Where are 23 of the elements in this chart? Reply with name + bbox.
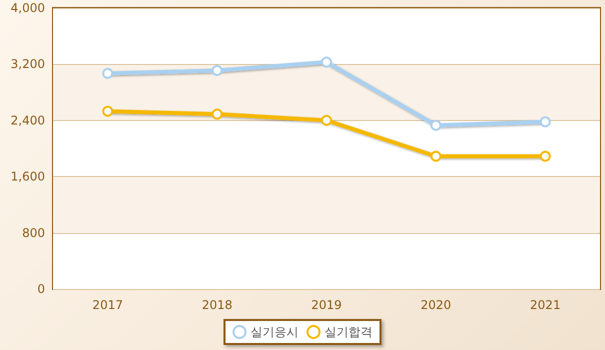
y-tick-label: 2,400: [10, 113, 45, 128]
x-tick-label: 2020: [420, 298, 452, 312]
point: [212, 65, 223, 76]
x-tick-label: 2021: [530, 298, 561, 312]
y-tick-label: 800: [22, 226, 45, 240]
point: [430, 150, 442, 162]
point: [212, 108, 223, 120]
point: [540, 116, 551, 128]
point: [430, 120, 442, 131]
x-tick-label: 2018: [202, 298, 232, 312]
x-tick-label: 2017: [92, 298, 123, 312]
x-tick-label: 2019: [311, 298, 342, 312]
legend-label: 실기응시: [250, 325, 298, 339]
legend-label: 실기합격: [324, 325, 372, 339]
y-tick-label: 4,000: [10, 1, 45, 15]
point: [102, 106, 114, 117]
y-tick-label: 1,600: [10, 170, 45, 184]
point: [102, 68, 114, 79]
point: [321, 114, 332, 126]
point: [321, 56, 332, 68]
y-tick-label: 0: [37, 282, 45, 296]
point: [540, 150, 551, 162]
y-tick-label: 3,200: [10, 57, 45, 72]
